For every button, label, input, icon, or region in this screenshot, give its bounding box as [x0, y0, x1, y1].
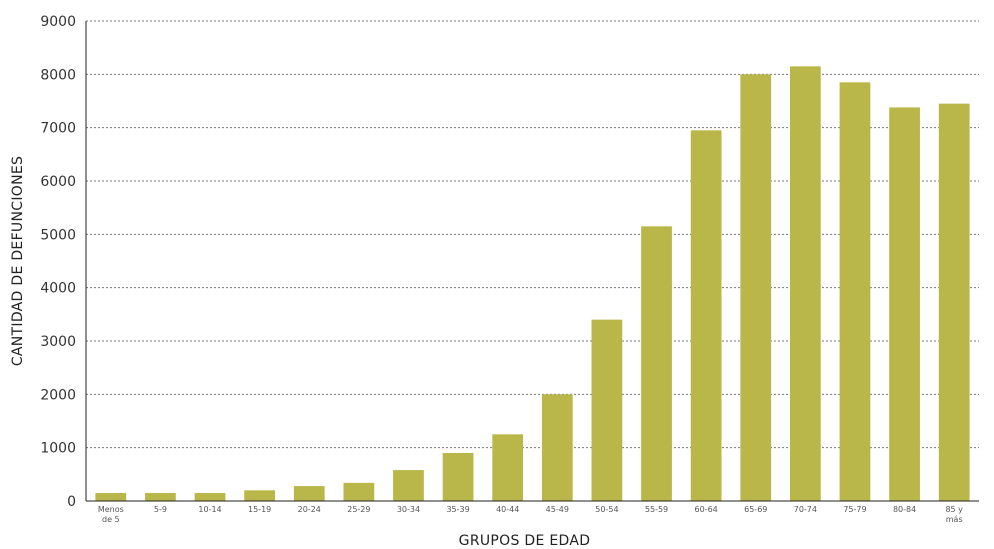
x-tick-label: 25-29	[347, 505, 370, 514]
bar	[492, 434, 524, 501]
bar	[343, 482, 375, 501]
x-tick-label: 85 y más	[945, 505, 963, 524]
x-tick-label: 40-44	[496, 505, 519, 514]
x-tick-label: 10-14	[198, 505, 221, 514]
bar	[591, 319, 623, 501]
x-axis-ticks: Menos de 5 5-9 10-14 15-19 20-24 25-29 30-34 35-…	[98, 505, 963, 524]
gridlines	[86, 20, 979, 449]
x-tick-label: 45-49	[546, 505, 569, 514]
y-tick-label: 6000	[40, 174, 76, 190]
x-tick-label: 35-39	[446, 505, 469, 514]
y-tick-label: 4000	[40, 281, 76, 297]
y-tick-label: 9000	[40, 14, 76, 30]
y-axis-ticks: 0 1000 2000 3000 4000 5000 6000 7000 8000 9000	[40, 14, 76, 510]
bar	[442, 453, 474, 501]
bar	[839, 82, 871, 501]
bar	[889, 107, 920, 502]
x-axis-title: GRUPOS DE EDAD	[459, 533, 591, 549]
x-tick-label: 80-84	[893, 505, 916, 514]
x-tick-label: 60-64	[695, 505, 718, 514]
x-tick-label: 15-19	[248, 505, 271, 514]
bar	[789, 66, 821, 501]
y-tick-label: 5000	[40, 227, 76, 243]
x-tick-label: 50-54	[595, 505, 618, 514]
bar	[641, 226, 672, 502]
y-tick-label: 1000	[40, 441, 76, 457]
y-tick-label: 8000	[40, 67, 76, 83]
bar	[293, 486, 325, 501]
bar	[938, 103, 970, 502]
x-tick-label: 75-79	[843, 505, 866, 514]
x-tick-label: 70-74	[794, 505, 817, 514]
y-tick-label: 7000	[40, 121, 76, 137]
bar	[95, 493, 127, 501]
bar	[145, 493, 176, 501]
x-tick-label: 65-69	[744, 505, 767, 514]
x-tick-label: 55-59	[645, 505, 668, 514]
y-tick-label: 2000	[40, 387, 76, 403]
bar	[194, 493, 226, 501]
bars	[95, 66, 970, 502]
bar	[690, 130, 722, 502]
bar	[244, 490, 276, 501]
x-tick-label: Menos de 5	[98, 505, 124, 524]
bar	[393, 470, 424, 501]
y-tick-label: 0	[67, 494, 76, 510]
x-tick-label: 30-34	[397, 505, 420, 514]
x-tick-label: 20-24	[298, 505, 321, 514]
x-tick-label: 5-9	[154, 505, 167, 514]
bar	[541, 394, 573, 501]
y-tick-label: 3000	[40, 334, 76, 350]
y-axis-title: CANTIDAD DE DEFUNCIONES	[10, 156, 26, 366]
bar	[740, 74, 772, 501]
